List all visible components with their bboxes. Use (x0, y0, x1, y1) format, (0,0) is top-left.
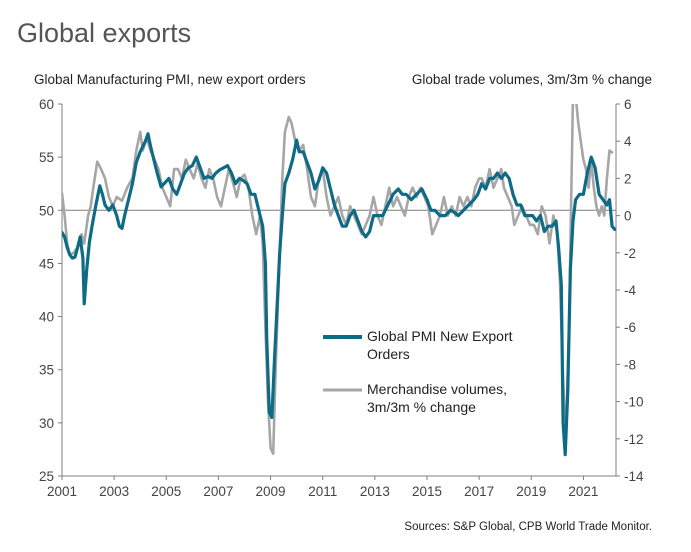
series-group (62, 104, 616, 457)
right-tick-label: -4 (624, 283, 636, 298)
right-tick-label: -12 (624, 432, 644, 447)
legend: Global PMI New Export Orders Merchandise… (323, 328, 513, 415)
right-tick-label: -6 (624, 320, 636, 335)
x-tick-label: 2013 (360, 484, 390, 499)
x-tick-label: 2005 (151, 484, 181, 499)
left-tick-label: 25 (39, 469, 54, 484)
right-axis-ticks: -14 -12 -10 -8 -6 -4 -2 0 2 4 6 (616, 97, 644, 484)
right-tick-label: -10 (624, 395, 644, 410)
left-tick-label: 45 (39, 256, 54, 271)
right-axis-title: Global trade volumes, 3m/3m % change (412, 72, 652, 87)
right-tick-label: -2 (624, 246, 636, 261)
left-tick-label: 40 (39, 310, 54, 325)
right-tick-label: -14 (624, 469, 644, 484)
legend-label-pmi-line2: Orders (367, 346, 410, 362)
x-tick-label: 2019 (516, 484, 546, 499)
x-tick-label: 2017 (464, 484, 494, 499)
left-tick-label: 30 (39, 416, 54, 431)
legend-label-trade-line2: 3m/3m % change (367, 399, 476, 415)
left-tick-label: 55 (39, 150, 54, 165)
x-tick-label: 2021 (568, 484, 598, 499)
right-tick-label: 2 (624, 171, 632, 186)
series-line-pmi-new-export-orders (62, 132, 616, 457)
left-tick-label: 35 (39, 363, 54, 378)
x-tick-label: 2003 (99, 484, 129, 499)
right-tick-label: 6 (624, 97, 632, 112)
left-tick-label: 60 (39, 97, 54, 112)
legend-label-trade-line1: Merchandise volumes, (367, 381, 507, 397)
x-tick-label: 2015 (412, 484, 442, 499)
right-tick-label: 0 (624, 209, 632, 224)
x-axis-ticks: 2001 2003 2005 2007 2009 2011 2013 2015 2017 2019… (47, 476, 598, 499)
legend-label-pmi-line1: Global PMI New Export (367, 328, 513, 344)
right-tick-label: -8 (624, 357, 636, 372)
x-tick-label: 2001 (47, 484, 77, 499)
chart-title: Global exports (17, 18, 191, 48)
left-axis-title: Global Manufacturing PMI, new export ord… (34, 72, 306, 87)
left-axis-ticks: 25 30 35 40 45 50 55 60 (39, 97, 62, 484)
axes (61, 104, 617, 477)
x-tick-label: 2007 (203, 484, 233, 499)
source-note: Sources: S&P Global, CPB World Trade Mon… (404, 521, 652, 533)
left-tick-label: 50 (39, 203, 54, 218)
x-tick-label: 2009 (256, 484, 286, 499)
series-line-merchandise-volumes (62, 104, 614, 455)
right-tick-label: 4 (624, 134, 632, 149)
x-tick-label: 2011 (308, 484, 337, 499)
